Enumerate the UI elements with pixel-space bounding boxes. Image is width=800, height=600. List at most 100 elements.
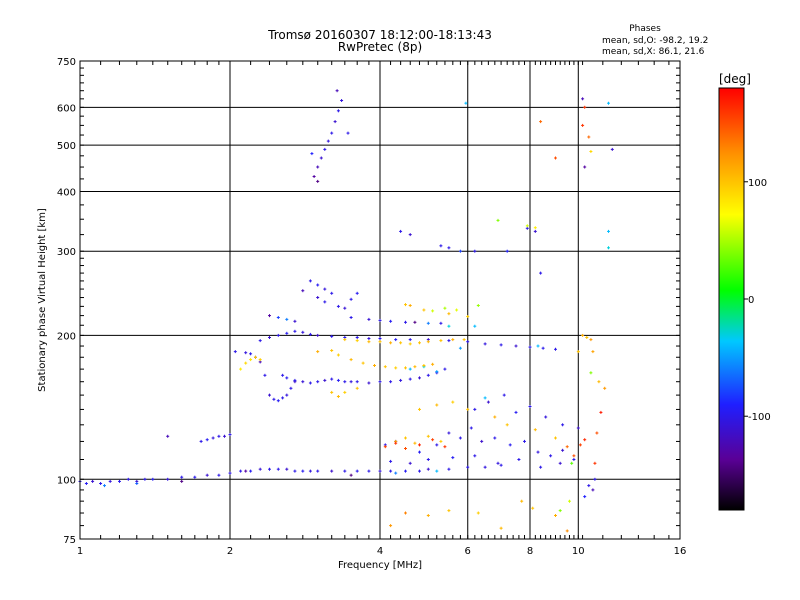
echo-point [418,376,421,380]
echo-point [378,340,382,344]
echo-point [389,341,393,345]
echo-point [458,346,462,350]
echo-point [205,438,209,442]
echo-point [572,454,576,458]
echo-point [228,433,232,437]
echo-point [554,436,557,440]
echo-point [418,443,421,447]
echo-point [408,233,412,237]
echo-point [581,97,585,101]
echo-point [166,434,170,438]
echo-point [293,319,297,323]
echo-point [361,361,365,365]
echo-point [205,473,209,477]
echo-point [554,156,557,160]
x-tick-label: 4 [377,546,383,557]
echo-point [578,443,582,447]
echo-point [180,479,184,483]
echo-point [422,364,426,367]
echo-point [418,341,421,345]
echo-point [389,459,393,463]
echo-point [316,296,320,299]
echo-point [103,484,106,488]
echo-point [408,338,412,342]
echo-point [293,329,297,333]
echo-point [502,393,506,397]
echo-point [458,249,462,253]
echo-point [408,342,412,346]
echo-point [473,249,477,253]
echo-point [355,336,359,339]
echo-point [355,386,359,390]
echo-point [285,393,289,397]
echo-point [249,469,253,473]
echo-point [447,312,451,316]
echo-point [439,244,443,248]
echo-point [473,407,477,411]
echo-point [281,396,285,400]
echo-point [367,337,371,340]
echo-point [554,514,557,517]
echo-point [486,400,490,404]
echo-point [268,467,271,471]
x-tick-label: 8 [527,546,533,557]
echo-point [330,469,334,473]
echo-point [330,349,334,352]
echo-point [312,175,316,178]
echo-point [84,482,88,485]
echo-point [272,397,276,401]
echo-point [565,445,569,449]
echo-point [583,105,587,109]
echo-point [593,461,597,465]
echo-point [447,467,451,471]
echo-point [330,390,334,394]
echo-point [355,469,359,473]
echo-point [389,469,393,473]
echo-point [333,120,337,124]
echo-point [326,139,330,143]
echo-point [323,287,327,291]
echo-point [143,477,147,481]
chart-subtitle: RwPretec (8p) [338,40,422,54]
echo-point [233,350,237,354]
echo-point [531,506,535,510]
echo-point [539,465,543,469]
echo-point [408,367,412,371]
echo-point [505,249,509,253]
echo-point [258,467,262,471]
echo-point [466,340,470,344]
y-tick-label: 100 [57,475,76,486]
echo-point [447,324,451,328]
echo-point [394,471,398,475]
echo-point [301,330,305,334]
echo-point [413,365,417,369]
echo-point [285,317,289,321]
echo-point [528,345,532,349]
echo-point [585,336,589,339]
echo-point [293,469,297,473]
y-tick-label: 75 [63,535,76,546]
echo-point [355,380,359,384]
echo-point [541,346,545,350]
echo-point [367,340,371,344]
echo-point [451,400,455,404]
echo-point [316,165,320,169]
echo-point [439,339,443,343]
echo-point [399,378,403,382]
echo-point [389,524,393,528]
echo-point [293,378,297,382]
echo-point [447,509,451,513]
echo-point [316,283,320,287]
colorbar: [deg] 100 0 -100 [718,72,771,511]
x-tick-label: 2 [227,546,233,557]
echo-point [435,403,439,407]
echo-point [610,147,614,151]
echo-point [561,448,565,452]
echo-point [539,271,543,275]
echo-point [308,279,312,283]
echo-point [466,315,470,318]
echo-point [118,479,121,483]
echo-point [289,386,293,390]
echo-point [499,343,503,347]
echo-point [462,338,466,342]
